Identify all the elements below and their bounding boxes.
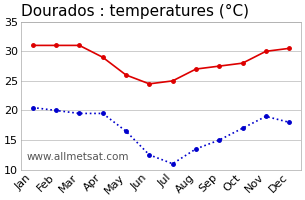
Text: Dourados : temperatures (°C): Dourados : temperatures (°C)	[21, 4, 249, 19]
Text: www.allmetsat.com: www.allmetsat.com	[27, 152, 129, 162]
